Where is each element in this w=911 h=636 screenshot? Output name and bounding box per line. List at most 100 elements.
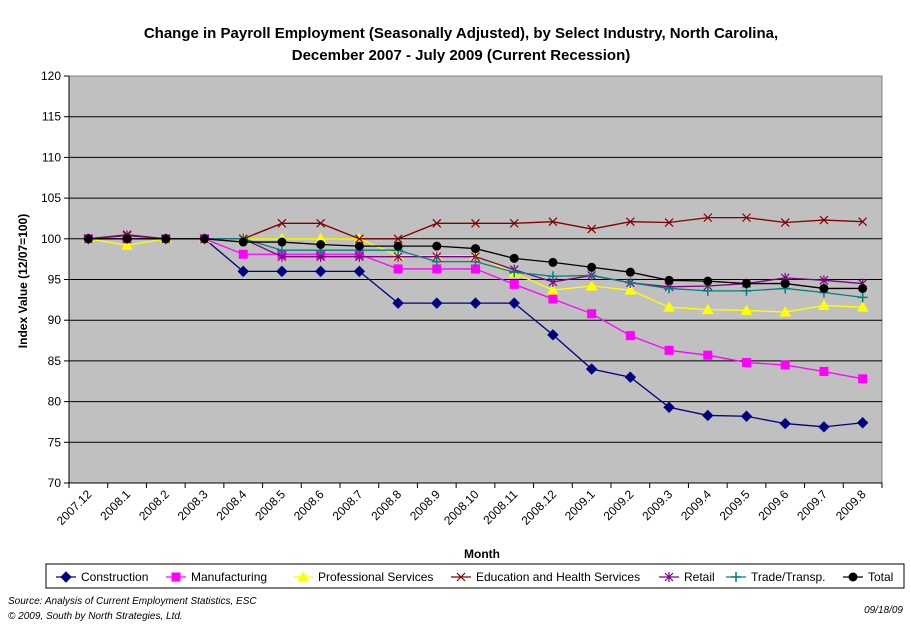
data-point <box>585 279 598 291</box>
data-point <box>818 421 830 433</box>
data-point <box>702 285 713 296</box>
data-point <box>238 249 248 259</box>
data-point <box>587 262 597 272</box>
data-point <box>624 371 637 383</box>
y-tick-label: 120 <box>41 69 61 83</box>
y-tick-label: 105 <box>41 191 61 205</box>
x-tick-label: 2008.2 <box>136 487 172 523</box>
x-tick-label: 2008.5 <box>252 487 288 523</box>
data-point <box>60 571 72 583</box>
data-point <box>780 279 790 289</box>
y-tick-label: 115 <box>42 110 61 124</box>
data-point <box>819 215 829 225</box>
data-point <box>431 256 442 267</box>
data-point <box>664 218 674 227</box>
x-tick-label: 2008.9 <box>407 487 443 523</box>
x-tick-label: 2009.6 <box>755 487 791 523</box>
legend <box>45 563 905 589</box>
data-point <box>121 239 133 250</box>
data-point <box>470 256 481 267</box>
data-point <box>625 277 636 288</box>
legend-label: Professional Services <box>318 570 433 584</box>
data-point <box>471 244 480 254</box>
x-tick-label: 2008.7 <box>330 487 366 523</box>
data-point <box>171 572 181 582</box>
data-point <box>858 217 868 227</box>
x-tick-label: 2009.5 <box>717 487 753 523</box>
data-point <box>297 570 309 582</box>
data-point <box>586 270 597 281</box>
data-point <box>663 401 675 414</box>
data-point <box>393 264 403 274</box>
x-tick-label: 2008.6 <box>291 487 327 523</box>
legend-item: Trade/Transp. <box>726 570 825 584</box>
chart-title: Change in Payroll Employment (Seasonally… <box>144 25 778 42</box>
data-point <box>354 241 364 251</box>
legend-item: Education and Health Services <box>451 570 640 584</box>
data-point <box>740 304 753 315</box>
date-note: 09/18/09 <box>864 605 903 616</box>
legend-item: Total <box>843 570 893 584</box>
data-point <box>547 329 559 341</box>
x-tick-label: 2009.3 <box>639 487 675 523</box>
y-tick-label: 85 <box>48 354 62 368</box>
data-point <box>508 297 520 309</box>
x-tick-label: 2008.4 <box>213 487 249 523</box>
data-point <box>432 218 442 228</box>
data-point <box>702 409 714 422</box>
data-point <box>509 267 520 278</box>
data-point <box>779 306 792 317</box>
data-point <box>161 234 171 244</box>
data-point <box>469 297 482 309</box>
data-point <box>625 217 635 227</box>
y-axis-ticks: 70 75 80 85 90 95 100 105 110 115 120 <box>41 69 882 490</box>
y-tick-label: 100 <box>41 232 61 246</box>
data-point <box>277 218 287 228</box>
x-tick-label: 2007.12 <box>54 487 95 528</box>
data-point <box>353 265 366 278</box>
gridlines <box>69 116 882 443</box>
data-point <box>122 234 132 244</box>
y-tick-label: 70 <box>48 476 62 490</box>
y-tick-label: 110 <box>42 150 61 164</box>
data-point <box>509 253 519 263</box>
data-point <box>819 275 829 286</box>
data-point <box>471 218 480 228</box>
data-point <box>819 283 829 293</box>
data-point <box>703 276 713 286</box>
x-axis-label: Month <box>464 547 500 561</box>
data-point <box>431 297 443 309</box>
data-point <box>703 213 713 223</box>
data-point <box>547 271 558 282</box>
data-point <box>548 294 558 304</box>
data-point <box>238 237 248 247</box>
y-tick-label: 90 <box>48 313 62 327</box>
x-tick-label: 2009.2 <box>601 487 637 523</box>
data-point <box>742 358 751 368</box>
y-tick-label: 95 <box>48 273 62 287</box>
data-point <box>625 267 635 277</box>
x-tick-label: 2008.3 <box>175 487 211 523</box>
data-point <box>316 218 326 228</box>
data-point <box>585 363 598 375</box>
data-point <box>858 374 868 384</box>
data-point <box>314 265 327 278</box>
y-tick-label: 75 <box>48 435 62 449</box>
x-tick-label: 2009.8 <box>833 487 869 523</box>
data-point <box>856 417 869 429</box>
data-point <box>393 241 403 251</box>
data-point <box>509 218 519 228</box>
data-point <box>740 410 753 422</box>
data-point <box>587 309 597 319</box>
legend-label: Retail <box>684 570 715 584</box>
chart-subtitle: December 2007 - July 2009 (Current Reces… <box>292 47 631 64</box>
data-point <box>625 331 635 341</box>
legend-label: Total <box>868 570 893 584</box>
data-point <box>701 303 714 315</box>
data-point <box>432 241 442 251</box>
data-point <box>354 234 364 244</box>
source-note: Source: Analysis of Current Employment S… <box>8 596 257 607</box>
data-point <box>858 283 868 293</box>
data-point <box>731 572 741 582</box>
data-point <box>548 217 558 227</box>
